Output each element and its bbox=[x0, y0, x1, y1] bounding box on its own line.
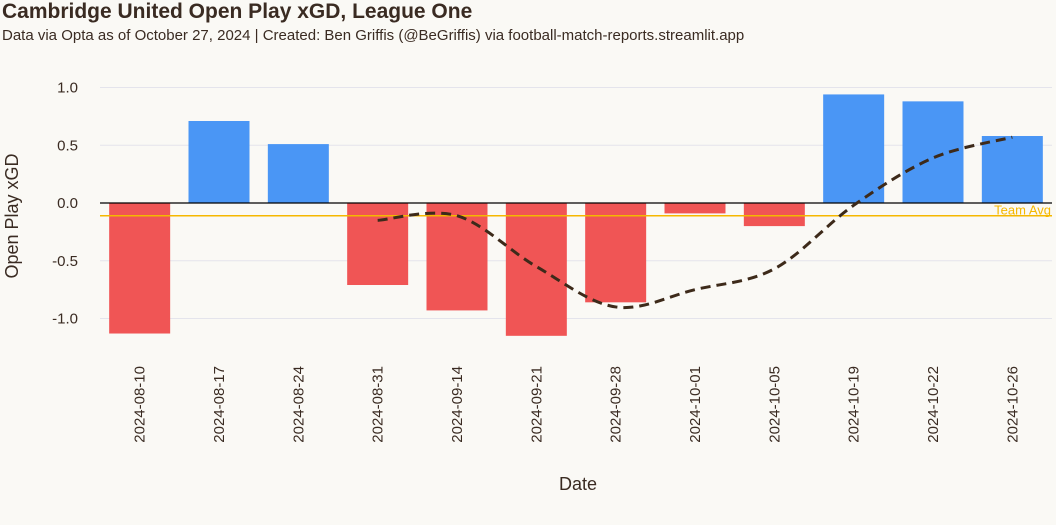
x-tick-label: 2024-09-28 bbox=[608, 366, 625, 443]
bar-2024-08-24 bbox=[267, 144, 329, 203]
y-tick-label: 1.0 bbox=[57, 80, 78, 97]
x-tick-label: 2024-08-17 bbox=[211, 366, 228, 443]
x-tick-label: 2024-09-14 bbox=[449, 366, 466, 443]
gridlines bbox=[100, 87, 1052, 319]
x-axis-title: Date bbox=[559, 474, 597, 494]
rolling-line-group bbox=[377, 135, 1013, 310]
bar-2024-10-26 bbox=[981, 136, 1043, 203]
bars bbox=[109, 94, 1043, 336]
bar-2024-10-19 bbox=[823, 94, 885, 203]
bar-2024-08-10 bbox=[109, 203, 171, 334]
x-tick-label: 2024-09-21 bbox=[528, 366, 545, 443]
x-tick-label: 2024-10-22 bbox=[925, 366, 942, 443]
chart-title: Cambridge United Open Play xGD, League O… bbox=[2, 0, 473, 23]
bar-2024-10-22 bbox=[902, 101, 964, 203]
bar-2024-10-05 bbox=[743, 203, 805, 227]
y-tick-label: -1.0 bbox=[52, 311, 78, 328]
x-tick-label: 2024-08-10 bbox=[132, 366, 149, 443]
x-tick-label: 2024-10-19 bbox=[846, 366, 863, 443]
y-tick-label: 0.5 bbox=[57, 137, 78, 154]
chart-subtitle: Data via Opta as of October 27, 2024 | C… bbox=[2, 27, 745, 44]
y-tick-label: -0.5 bbox=[52, 253, 78, 270]
x-tick-label: 2024-10-05 bbox=[766, 366, 783, 443]
x-tick-label: 2024-08-31 bbox=[370, 366, 387, 443]
y-axis-title: Open Play xGD bbox=[2, 153, 22, 278]
bar-2024-08-17 bbox=[188, 120, 250, 203]
team-avg-label: Team Avg bbox=[994, 203, 1051, 218]
y-ticks: 1.0 0.5 0.0 -0.5 -1.0 bbox=[52, 80, 78, 328]
y-tick-label: 0.0 bbox=[57, 195, 78, 212]
x-tick-label: 2024-08-24 bbox=[290, 366, 307, 443]
bar-2024-09-21 bbox=[505, 203, 567, 336]
x-ticks: 2024-08-10 2024-08-17 2024-08-24 2024-08-31… bbox=[132, 366, 1022, 443]
bar-2024-10-01 bbox=[664, 203, 726, 214]
rolling-xgd-line bbox=[377, 135, 1013, 310]
x-tick-label: 2024-10-26 bbox=[1004, 366, 1021, 443]
bar-2024-09-14 bbox=[426, 203, 488, 311]
bar-2024-09-28 bbox=[585, 203, 647, 303]
x-tick-label: 2024-10-01 bbox=[687, 366, 704, 443]
